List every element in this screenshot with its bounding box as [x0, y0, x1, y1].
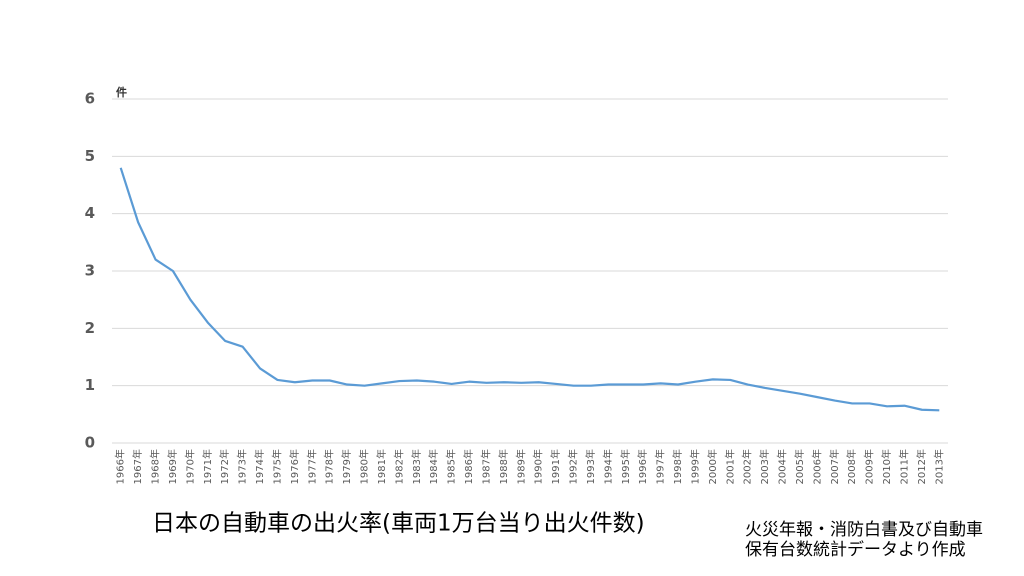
y-tick-label: 3: [85, 262, 95, 280]
x-tick-label: 2007年: [828, 449, 841, 484]
x-tick-label: 1997年: [654, 449, 667, 484]
x-tick-label: 1972年: [218, 449, 231, 484]
x-tick-label: 1996年: [636, 449, 649, 484]
x-tick-label: 2010年: [880, 449, 893, 484]
x-tick-label: 1981年: [375, 449, 388, 484]
x-tick-label: 2006年: [810, 449, 823, 484]
x-tick-label: 2009年: [863, 449, 876, 484]
x-tick-label: 1977年: [305, 449, 318, 484]
x-tick-label: 2008年: [845, 449, 858, 484]
y-tick-label: 2: [85, 319, 95, 337]
x-tick-label: 1974年: [253, 449, 266, 484]
x-tick-label: 1966年: [114, 449, 127, 484]
x-tick-label: 1982年: [392, 449, 405, 484]
y-tick-label: 4: [85, 204, 95, 222]
x-tick-label: 2005年: [793, 449, 806, 484]
x-tick-label: 2013年: [932, 449, 945, 484]
x-tick-label: 1995年: [619, 449, 632, 484]
x-tick-label: 1978年: [323, 449, 336, 484]
x-tick-label: 1969年: [166, 449, 179, 484]
x-tick-label: 1999年: [688, 449, 701, 484]
x-tick-label: 2000年: [706, 449, 719, 484]
y-tick-label: 1: [85, 376, 95, 394]
x-tick-label: 1994年: [601, 449, 614, 484]
x-tick-label: 2002年: [741, 449, 754, 484]
x-tick-label: 1967年: [131, 449, 144, 484]
x-tick-label: 1987年: [479, 449, 492, 484]
x-tick-label: 1991年: [549, 449, 562, 484]
x-tick-label: 1998年: [671, 449, 684, 484]
x-tick-label: 1989年: [514, 449, 527, 484]
x-tick-label: 1968年: [149, 449, 162, 484]
y-tick-label: 0: [85, 434, 95, 452]
y-tick-label: 5: [85, 147, 95, 165]
x-tick-label: 1984年: [427, 449, 440, 484]
x-tick-label: 1990年: [532, 449, 545, 484]
chart-title: 日本の自動車の出火率(車両1万台当り出火件数): [152, 511, 645, 537]
x-tick-label: 1986年: [462, 449, 475, 484]
y-axis-unit: 件: [116, 85, 127, 99]
x-tick-label: 2011年: [897, 449, 910, 484]
source-note: 火災年報・消防白書及び自動車: [745, 520, 983, 540]
x-tick-label: 1983年: [410, 449, 423, 484]
data-line: [119, 167, 940, 412]
x-tick-label: 2012年: [915, 449, 928, 484]
x-tick-label: 2004年: [776, 449, 789, 484]
x-tick-label: 1988年: [497, 449, 510, 484]
x-tick-label: 1979年: [340, 449, 353, 484]
x-tick-label: 1992年: [567, 449, 580, 484]
x-tick-label: 1975年: [270, 449, 283, 484]
x-tick-label: 1970年: [183, 449, 196, 484]
x-tick-label: 1973年: [236, 449, 249, 484]
x-tick-label: 1980年: [358, 449, 371, 484]
x-tick-label: 2001年: [723, 449, 736, 484]
y-tick-label: 6: [85, 90, 95, 108]
x-tick-label: 1985年: [445, 449, 458, 484]
x-tick-label: 1993年: [584, 449, 597, 484]
x-tick-label: 1976年: [288, 449, 301, 484]
x-tick-label: 1971年: [201, 449, 214, 484]
source-note: 保有台数統計データより作成: [745, 539, 966, 560]
x-tick-label: 2003年: [758, 449, 771, 484]
